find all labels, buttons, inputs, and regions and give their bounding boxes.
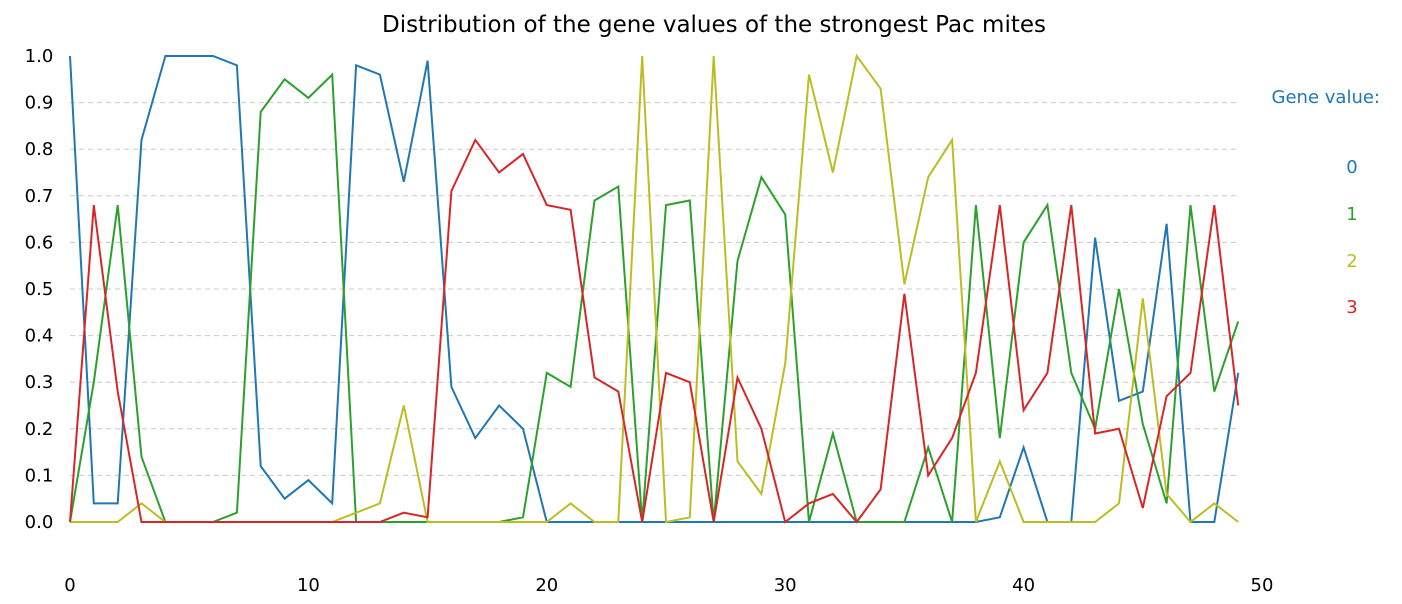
series-line-0 (69, 55, 1240, 523)
y-tick-label: 0.3 (25, 372, 54, 393)
legend-entry-0: 0 (1346, 157, 1357, 178)
grid-lines (70, 102, 1240, 476)
legend: Gene value: 0 1 2 3 (1272, 87, 1380, 318)
y-tick-label: 0.5 (25, 279, 54, 300)
legend-title: Gene value: (1272, 87, 1380, 108)
y-axis-tick-labels: 0.0 0.1 0.2 0.3 0.4 0.5 0.6 0.7 0.8 0.9 1.0 (25, 46, 54, 533)
x-tick-label: 0 (64, 575, 75, 596)
series-line-1 (69, 72, 1240, 523)
legend-entry-1: 1 (1346, 204, 1357, 225)
series-line-3 (69, 137, 1240, 524)
y-tick-label: 0.2 (25, 419, 54, 440)
legend-entry-2: 2 (1346, 251, 1357, 272)
y-tick-label: 0.1 (25, 465, 54, 486)
x-tick-label: 10 (297, 575, 320, 596)
data-series-lines (69, 53, 1240, 524)
x-tick-label: 50 (1251, 575, 1274, 596)
y-tick-label: 0.0 (25, 512, 54, 533)
x-tick-label: 20 (535, 575, 558, 596)
x-tick-label: 30 (774, 575, 797, 596)
y-tick-label: 0.9 (25, 93, 54, 114)
y-tick-label: 1.0 (25, 46, 54, 67)
chart-title: Distribution of the gene values of the s… (382, 12, 1046, 38)
y-tick-label: 0.6 (25, 232, 54, 253)
x-tick-label: 40 (1012, 575, 1035, 596)
y-tick-label: 0.7 (25, 186, 54, 207)
y-tick-label: 0.4 (25, 326, 54, 347)
legend-entry-3: 3 (1346, 297, 1357, 318)
x-axis-tick-labels: 0 10 20 30 40 50 (64, 575, 1273, 596)
y-tick-label: 0.8 (25, 139, 54, 160)
